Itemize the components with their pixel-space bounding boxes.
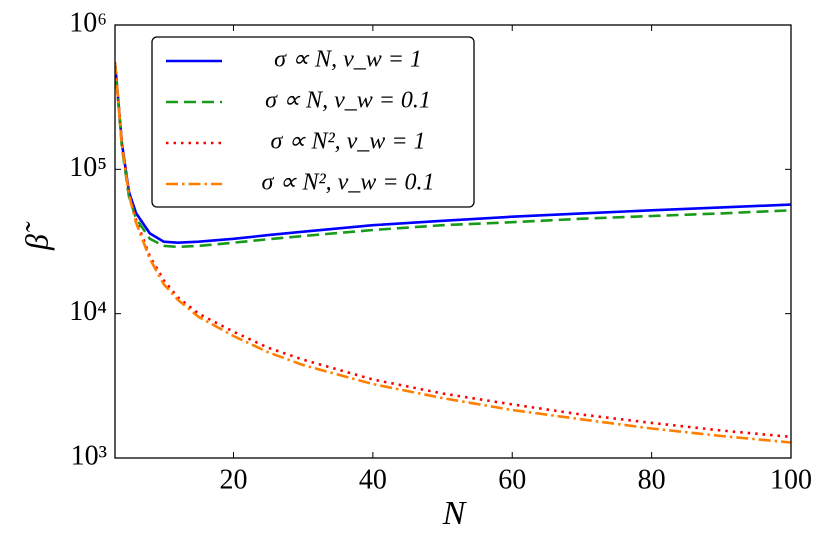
- x-tick-label: 20: [219, 464, 247, 495]
- legend-label: σ ∝ N², v_w = 0.1: [261, 170, 434, 196]
- series-line: [115, 62, 791, 245]
- x-axis-label: N: [442, 495, 468, 532]
- legend: σ ∝ N, v_w = 1 σ ∝ N, v_w = 0.1 σ ∝ N², v_…: [151, 36, 475, 208]
- legend-box: [151, 36, 475, 208]
- y-tick-label: 10⁴: [69, 296, 107, 327]
- x-tick-label: 100: [770, 464, 812, 495]
- legend-label: σ ∝ N, v_w = 1: [274, 47, 422, 73]
- x-tick-label: 40: [359, 464, 387, 495]
- x-tick-label: 80: [638, 464, 666, 495]
- y-tick-label: 10⁶: [69, 7, 107, 38]
- series-line: [115, 62, 791, 439]
- legend-label: σ ∝ N², v_w = 1: [270, 129, 425, 155]
- y-axis-label: β̃: [18, 221, 54, 251]
- y-tick-label: 10³: [71, 440, 107, 471]
- x-tick-label: 60: [498, 464, 526, 495]
- y-tick-label: 10⁵: [69, 152, 107, 183]
- plot-frame: [114, 24, 792, 459]
- legend-label: σ ∝ N, v_w = 0.1: [265, 88, 431, 114]
